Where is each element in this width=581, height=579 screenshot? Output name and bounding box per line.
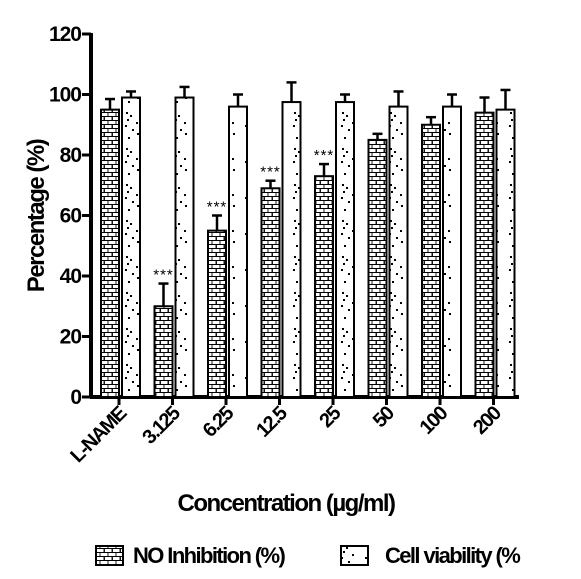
significance-12.5: *** (260, 164, 281, 181)
legend-cell-viability-label: Cell viability (% (385, 543, 520, 568)
x-tick-label-L-NAME: L-NAME (66, 402, 131, 467)
bar-no-inhibition-200 (474, 111, 495, 399)
significance-25: *** (314, 147, 335, 164)
bar-no-inhibition-50 (367, 138, 388, 398)
bars (100, 81, 516, 399)
x-tick-label-100: 100 (416, 402, 453, 439)
bar-no-inhibition-3.125 (153, 305, 174, 398)
x-tick-label-50: 50 (369, 402, 399, 432)
bar-cell-viability-12.5 (281, 101, 302, 398)
y-tick-label-60: 60 (60, 205, 82, 228)
bar-no-inhibition-12.5 (260, 187, 281, 398)
legend-no-inhibition-swatch (95, 545, 124, 566)
y-tick-label-0: 0 (70, 386, 81, 409)
legend-no-inhibition-label: NO Inhibition (%) (133, 543, 285, 568)
bar-no-inhibition-100 (421, 123, 441, 398)
bar-no-inhibition-6.25 (207, 229, 227, 398)
bar-cell-viability-6.25 (228, 105, 248, 398)
labels: 0 20 40 60 80 100 120 L-NAME 3.125 *** 6.25 *** 12.5… (23, 23, 506, 517)
y-tick-label-100: 100 (49, 84, 81, 107)
x-tick-label-3.125: 3.125 (138, 402, 185, 449)
x-tick-label-25: 25 (315, 402, 345, 432)
significance-3.125: *** (153, 267, 174, 284)
y-tick-label-40: 40 (60, 265, 82, 288)
bar-cell-viability-3.125 (174, 96, 195, 399)
x-tick-label-12.5: 12.5 (252, 402, 292, 442)
x-tick-label-6.25: 6.25 (199, 402, 239, 442)
x-tick-label-200: 200 (469, 402, 506, 439)
legend-cell-viability-swatch (340, 545, 369, 566)
bar-cell-viability-L-NAME (121, 96, 141, 399)
y-tick-label-80: 80 (60, 144, 82, 167)
significance-6.25: *** (207, 199, 228, 216)
x-axis-title: Concentration (µg/ml) (178, 490, 395, 517)
bar-cell-viability-25 (335, 101, 355, 398)
legend: NO Inhibition (%) Cell viability (% (95, 543, 522, 568)
bar-no-inhibition-25 (314, 175, 334, 398)
y-tick-label-120: 120 (49, 23, 81, 46)
bar-cell-viability-50 (388, 105, 409, 398)
y-axis-title: Percentage (%) (23, 139, 50, 292)
y-tick-label-20: 20 (60, 326, 82, 349)
bar-no-inhibition-L-NAME (100, 108, 120, 398)
bar-cell-viability-200 (495, 108, 516, 398)
bar-cell-viability-100 (442, 105, 462, 398)
